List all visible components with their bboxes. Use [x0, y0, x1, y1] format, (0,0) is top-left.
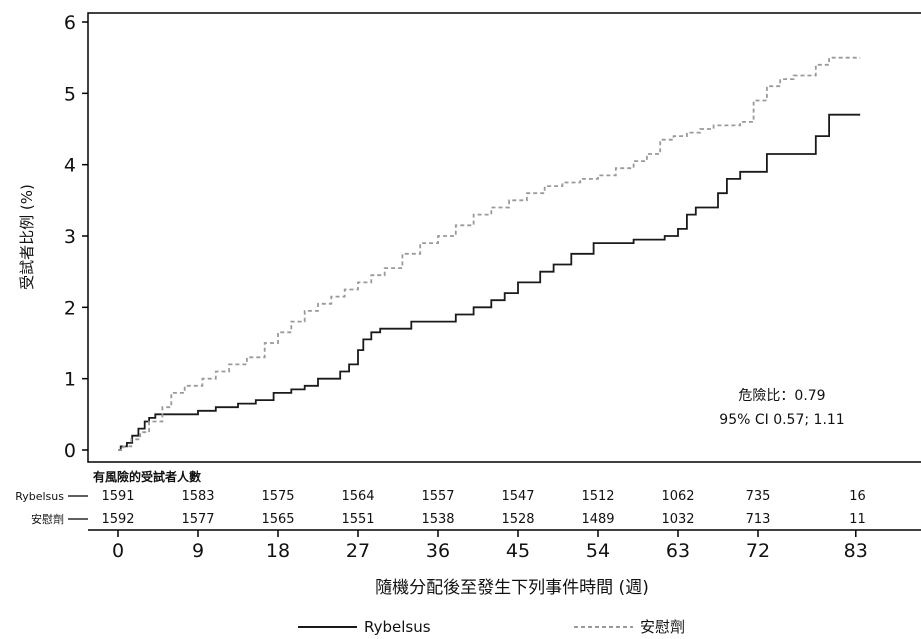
risk-cell: 1565 — [261, 512, 294, 527]
risk-cell: 1575 — [261, 489, 294, 504]
series-line-rybelsus — [118, 113, 861, 451]
risk-cell: 1551 — [341, 512, 374, 527]
y-tick-label: 6 — [64, 12, 76, 34]
x-tick-label: 54 — [586, 540, 610, 562]
series-line-placebo — [118, 56, 861, 451]
risk-table: Rybelsus 1591 1583 1575 1564 1557 1547 1512 1062… — [15, 489, 866, 527]
risk-cell: 735 — [746, 489, 771, 504]
risk-table-title: 有風險的受試者人數 — [93, 469, 201, 484]
x-tick-label: 45 — [506, 540, 530, 562]
y-axis: 0 1 2 3 4 5 6 — [64, 12, 88, 462]
risk-cell: 1512 — [581, 489, 614, 504]
risk-cell: 16 — [849, 489, 866, 504]
risk-cell: 1564 — [341, 489, 374, 504]
plot-frame — [87, 12, 921, 463]
x-tick-label: 36 — [426, 540, 450, 562]
x-tick-label: 83 — [844, 540, 868, 562]
hazard-ratio-text: 危險比：0.79 — [738, 388, 825, 404]
y-tick-label: 2 — [64, 297, 76, 319]
x-tick-label: 63 — [666, 540, 690, 562]
x-tick-label: 72 — [746, 540, 770, 562]
x-tick-label: 27 — [346, 540, 370, 562]
risk-cell: 1032 — [661, 512, 694, 527]
x-tick-label: 9 — [192, 540, 204, 562]
risk-row-label: 安慰劑 — [31, 512, 64, 526]
legend: Rybelsus 安慰劑 — [298, 618, 685, 636]
risk-cell: 11 — [849, 512, 866, 527]
risk-cell: 1577 — [181, 512, 214, 527]
y-tick-label: 3 — [64, 226, 76, 248]
y-tick-label: 4 — [64, 155, 76, 177]
x-tick-label: 18 — [266, 540, 290, 562]
risk-cell: 1591 — [101, 489, 134, 504]
x-tick-label: 0 — [112, 540, 124, 562]
ci-text: 95% CI 0.57; 1.11 — [719, 412, 844, 428]
risk-cell: 1538 — [421, 512, 454, 527]
risk-cell: 1547 — [501, 489, 534, 504]
y-axis-title: 受試者比例 (%) — [18, 184, 36, 290]
risk-cell: 713 — [746, 512, 771, 527]
legend-label-placebo: 安慰劑 — [640, 618, 685, 636]
risk-cell: 1489 — [581, 512, 614, 527]
y-tick-label: 0 — [64, 440, 76, 462]
y-tick-label: 1 — [64, 369, 76, 391]
risk-cell: 1062 — [661, 489, 694, 504]
risk-row-label: Rybelsus — [15, 490, 64, 503]
risk-cell: 1528 — [501, 512, 534, 527]
series-layer — [118, 56, 861, 451]
legend-label-rybelsus: Rybelsus — [364, 618, 431, 636]
risk-cell: 1557 — [421, 489, 454, 504]
y-tick-label: 5 — [64, 83, 76, 105]
x-axis-title: 隨機分配後至發生下列事件時間 (週) — [375, 578, 649, 598]
x-axis: 0 9 18 27 36 45 54 63 72 83 — [112, 530, 868, 562]
risk-cell: 1592 — [101, 512, 134, 527]
risk-cell: 1583 — [181, 489, 214, 504]
